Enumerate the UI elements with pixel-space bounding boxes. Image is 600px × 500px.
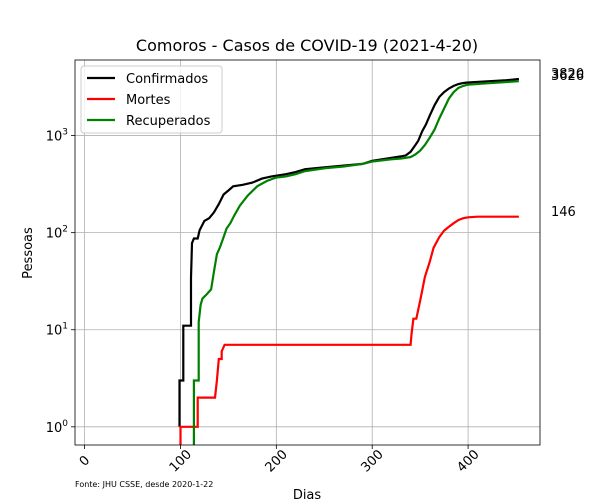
x-tick-label: 400 (454, 447, 482, 475)
end-label-mortes: 146 (551, 205, 576, 220)
legend-label-confirmados: Confirmados (126, 72, 208, 87)
x-tick-label: 100 (167, 447, 195, 475)
plot-frame (74, 59, 541, 446)
source-note: Fonte: JHU CSSE, desde 2020-1-22 (75, 480, 213, 489)
series-line-recuperados (192, 80, 519, 445)
x-tick-label: 200 (263, 447, 291, 475)
end-label-recuperados: 3626 (551, 69, 584, 84)
series-layer (178, 77, 520, 445)
end-label-confirmados: 3820 (551, 67, 584, 82)
legend-label-recuperados: Recuperados (126, 114, 211, 129)
y-tick-label: 102 (46, 225, 68, 242)
legend-label-mortes: Mortes (126, 93, 171, 108)
y-ticks: 100 101 102 103 (46, 128, 75, 436)
y-axis-label: Pessoas (21, 227, 36, 279)
y-tick-label: 101 (46, 322, 68, 339)
chart-title: Comoros - Casos de COVID-19 (2021-4-20) (136, 36, 478, 55)
x-ticks: 0 100 200 300 400 (77, 445, 483, 475)
y-tick-label: 100 (46, 419, 69, 436)
x-tick-label: 0 (77, 453, 93, 469)
x-axis-label: Dias (293, 488, 322, 500)
x-tick-label: 300 (358, 447, 386, 475)
series-line-mortes (179, 215, 519, 445)
legend-box (80, 65, 223, 134)
y-tick-label: 103 (46, 128, 68, 145)
legend: Confirmados Mortes Recuperados (80, 65, 223, 134)
